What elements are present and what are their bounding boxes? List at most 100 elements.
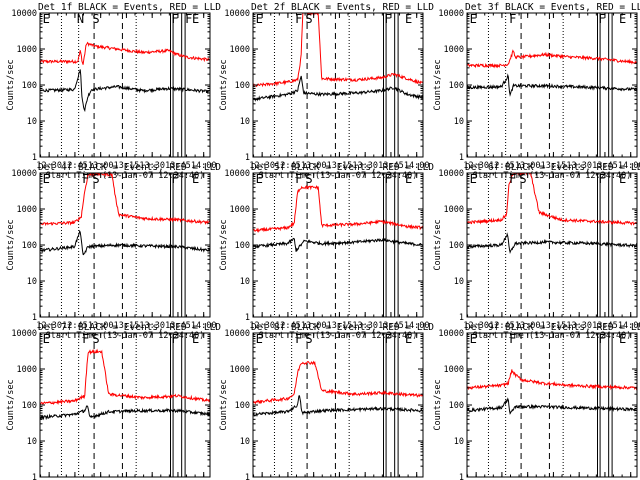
flag-label: S <box>305 332 312 346</box>
y-tick-label: 1000 <box>444 365 464 375</box>
flag-label: F <box>509 12 516 26</box>
flag-label: E <box>192 332 199 346</box>
series-black-line <box>40 69 210 113</box>
y-tick-label: 100 <box>235 401 250 411</box>
x-tick-label: 12:45 <box>62 321 88 331</box>
flag-label: S <box>305 172 312 186</box>
x-tick-label: 13:15 <box>541 321 567 331</box>
x-tick-label: 13:45 <box>378 321 404 331</box>
x-tick-label: 13:30 <box>139 161 165 171</box>
flag-label: F <box>295 172 302 186</box>
y-tick-label: 1 <box>32 313 37 323</box>
flag-label: E <box>619 172 626 186</box>
y-axis-label: Counts/sec <box>6 219 16 270</box>
series-group <box>253 13 423 102</box>
flag-label: F <box>82 332 89 346</box>
series-red-line <box>253 185 423 233</box>
x-tick-label: 13:45 <box>378 161 404 171</box>
panel-title: Det 3f BLACK = Events, RED = LLD <box>465 2 640 13</box>
x-axis-label: Start Time (13-Jan-07 12:24:40) <box>46 171 205 181</box>
y-tick-label: 1 <box>459 313 464 323</box>
panel-title: Det 5f BLACK = Events, RED = LLD <box>251 162 434 173</box>
x-tick-label: 13:00 <box>88 161 114 171</box>
panel-title: Det 8f BLACK = Events, RED = LLD <box>251 322 434 333</box>
plot-frame <box>466 332 638 478</box>
y-tick-label: 10 <box>454 437 464 447</box>
x-tick-label: 12:45 <box>275 161 301 171</box>
y-tick-label: 1 <box>32 153 37 163</box>
x-tick-label: 13:30 <box>139 321 165 331</box>
series-black-line <box>253 395 423 418</box>
flag-label: E <box>43 332 50 346</box>
series-red-line <box>253 360 423 405</box>
x-tick-label: 13:15 <box>327 321 353 331</box>
flag-label: F <box>295 332 302 346</box>
x-tick-label: 12:30 <box>36 161 62 171</box>
x-tick-label: 14:00 <box>404 161 430 171</box>
panel-det-4: Det 4f BLACK = Events, RED = LLD 1 10 100 10… <box>6 162 221 341</box>
flag-label: E <box>405 172 412 186</box>
flag-label: E <box>256 172 263 186</box>
x-tick-label: 14:00 <box>618 321 640 331</box>
x-tick-label: 12:30 <box>36 321 62 331</box>
x-tick-label: 13:00 <box>301 161 327 171</box>
flag-label: E <box>405 332 412 346</box>
flag-label: F <box>598 172 605 186</box>
y-axis-label: Counts/sec <box>6 59 16 110</box>
flag-label: E <box>619 12 626 26</box>
y-tick-label: 10000 <box>11 9 37 19</box>
x-tick-label: 13:00 <box>515 321 541 331</box>
series-group <box>40 41 210 113</box>
x-tick-label: 13:15 <box>541 161 567 171</box>
flag-label: F <box>171 332 178 346</box>
y-tick-label: 100 <box>449 241 464 251</box>
flag-label: S <box>519 172 526 186</box>
y-tick-label: 1 <box>32 473 37 480</box>
flag-label: F <box>82 172 89 186</box>
x-tick-label: 13:45 <box>165 161 191 171</box>
x-tick-label: 12:45 <box>275 321 301 331</box>
x-axis-label: Start Time (13-Jan-07 12:24:40) <box>259 331 418 341</box>
x-tick-label: 13:15 <box>114 161 140 171</box>
y-tick-label: 100 <box>449 81 464 91</box>
y-tick-label: 1 <box>245 153 250 163</box>
x-tick-label: 13:00 <box>301 321 327 331</box>
x-tick-label: 14:00 <box>191 321 217 331</box>
panel-det-2: Det 2f BLACK = Events, RED = LLD 1 10 100 10… <box>219 2 434 181</box>
series-group <box>253 360 423 418</box>
y-tick-label: 100 <box>449 401 464 411</box>
y-tick-label: 1000 <box>230 45 250 55</box>
series-black-line <box>40 229 210 256</box>
x-tick-label: 13:30 <box>352 161 378 171</box>
y-tick-label: 10 <box>240 277 250 287</box>
x-tick-label: 14:00 <box>404 321 430 331</box>
y-tick-label: 10 <box>240 437 250 447</box>
y-tick-label: 1000 <box>17 205 37 215</box>
flag-label: F <box>509 172 516 186</box>
x-axis-label: Start Time (13-Jan-07 12:24:40) <box>46 331 205 341</box>
panel-det-3: Det 3f BLACK = Events, RED = LLD 1 10 100 10… <box>433 2 640 181</box>
y-tick-label: 1 <box>459 153 464 163</box>
flag-label: E <box>470 12 477 26</box>
flag-label: E <box>256 12 263 26</box>
y-tick-label: 10000 <box>224 169 250 179</box>
y-tick-label: 1000 <box>230 365 250 375</box>
flag-label: F <box>384 172 391 186</box>
flag-label: F <box>384 332 391 346</box>
series-black-line <box>467 232 637 255</box>
y-tick-label: 1 <box>459 473 464 480</box>
y-tick-label: 10 <box>27 437 37 447</box>
series-red-line <box>467 173 637 226</box>
series-red-line <box>253 13 423 88</box>
series-group <box>467 49 637 97</box>
y-tick-label: 100 <box>22 241 37 251</box>
series-red-line <box>467 49 637 69</box>
x-tick-label: 14:00 <box>191 161 217 171</box>
y-tick-label: 10 <box>27 117 37 127</box>
y-tick-label: 10000 <box>438 169 464 179</box>
series-red-line <box>467 369 637 391</box>
y-tick-label: 10 <box>240 117 250 127</box>
x-axis-label: Start Time (13-Jan-07 12:24:40) <box>473 171 632 181</box>
panel-det-7: Det 7f BLACK = Events, RED = LLD 1 10 100 10… <box>6 322 221 480</box>
flag-label: E <box>192 12 199 26</box>
